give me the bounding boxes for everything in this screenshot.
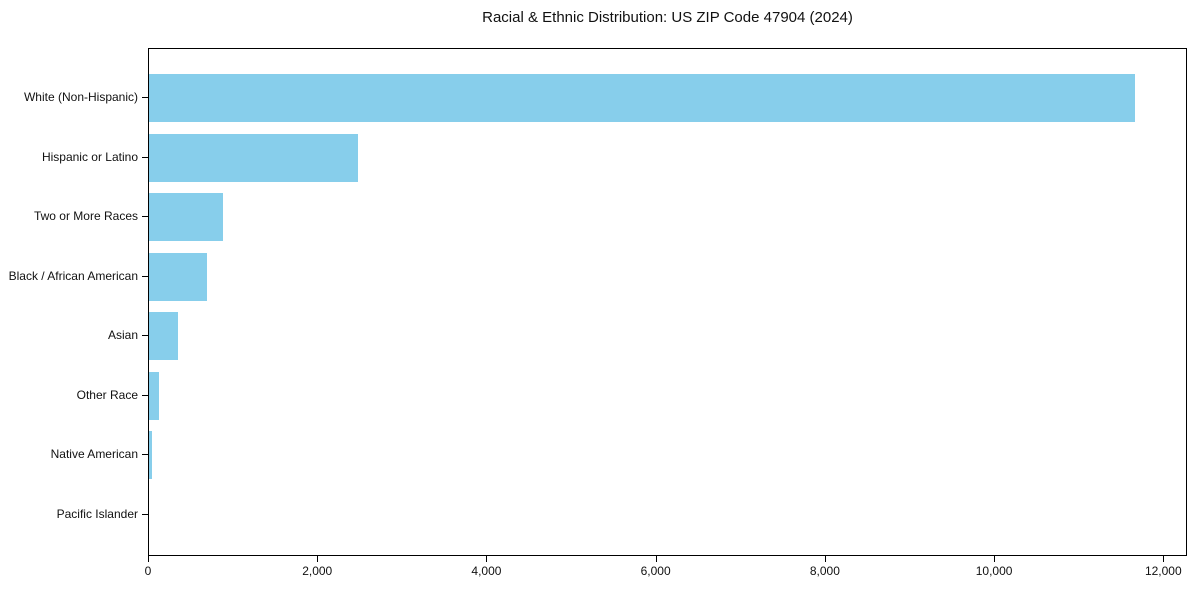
bar-native-american	[149, 431, 152, 480]
y-tick-label-asian: Asian	[107, 328, 138, 343]
x-tick-mark	[824, 556, 826, 562]
y-tick-mark	[142, 275, 148, 277]
chart-title: Racial & Ethnic Distribution: US ZIP Cod…	[482, 9, 853, 26]
x-tick-mark	[486, 556, 488, 562]
x-tick-mark	[317, 556, 319, 562]
x-tick-mark	[1163, 556, 1165, 562]
y-tick-mark	[142, 156, 148, 158]
bar-black-african-american	[149, 252, 208, 301]
x-tick-label-0: 0	[144, 564, 152, 578]
x-tick-label-8-000: 8,000	[809, 564, 840, 578]
x-tick-mark	[148, 556, 149, 562]
bar-white-non-hispanic	[149, 74, 1136, 122]
plot-area	[148, 48, 1187, 556]
x-tick-mark	[994, 556, 996, 562]
x-tick-mark	[655, 556, 657, 562]
y-tick-label-pacific-islander: Pacific Islander	[56, 506, 138, 521]
bar-two-or-more-races	[149, 193, 224, 242]
y-tick-label-hispanic-or-latino: Hispanic or Latino	[41, 149, 138, 164]
bar-asian	[149, 312, 178, 361]
x-tick-label-2-000: 2,000	[302, 564, 333, 578]
y-tick-mark	[142, 216, 148, 218]
x-tick-label-4-000: 4,000	[471, 564, 502, 578]
x-tick-label-6-000: 6,000	[640, 564, 671, 578]
x-tick-label-12-000: 12,000	[1144, 564, 1182, 578]
y-tick-mark	[142, 97, 148, 98]
bar-hispanic-or-latino	[149, 133, 359, 182]
y-tick-label-black-african-american: Black / African American	[8, 268, 138, 283]
x-tick-label-10-000: 10,000	[975, 564, 1013, 578]
y-tick-mark	[142, 335, 148, 337]
y-tick-label-two-or-more-races: Two or More Races	[33, 209, 138, 224]
y-tick-mark	[142, 454, 148, 456]
y-tick-label-white-non-hispanic: White (Non-Hispanic)	[23, 90, 138, 104]
y-tick-label-other-race: Other Race	[76, 387, 138, 402]
y-tick-mark	[142, 394, 148, 396]
bar-other-race	[149, 371, 160, 420]
y-tick-label-native-american: Native American	[50, 447, 138, 462]
y-tick-mark	[142, 513, 148, 515]
